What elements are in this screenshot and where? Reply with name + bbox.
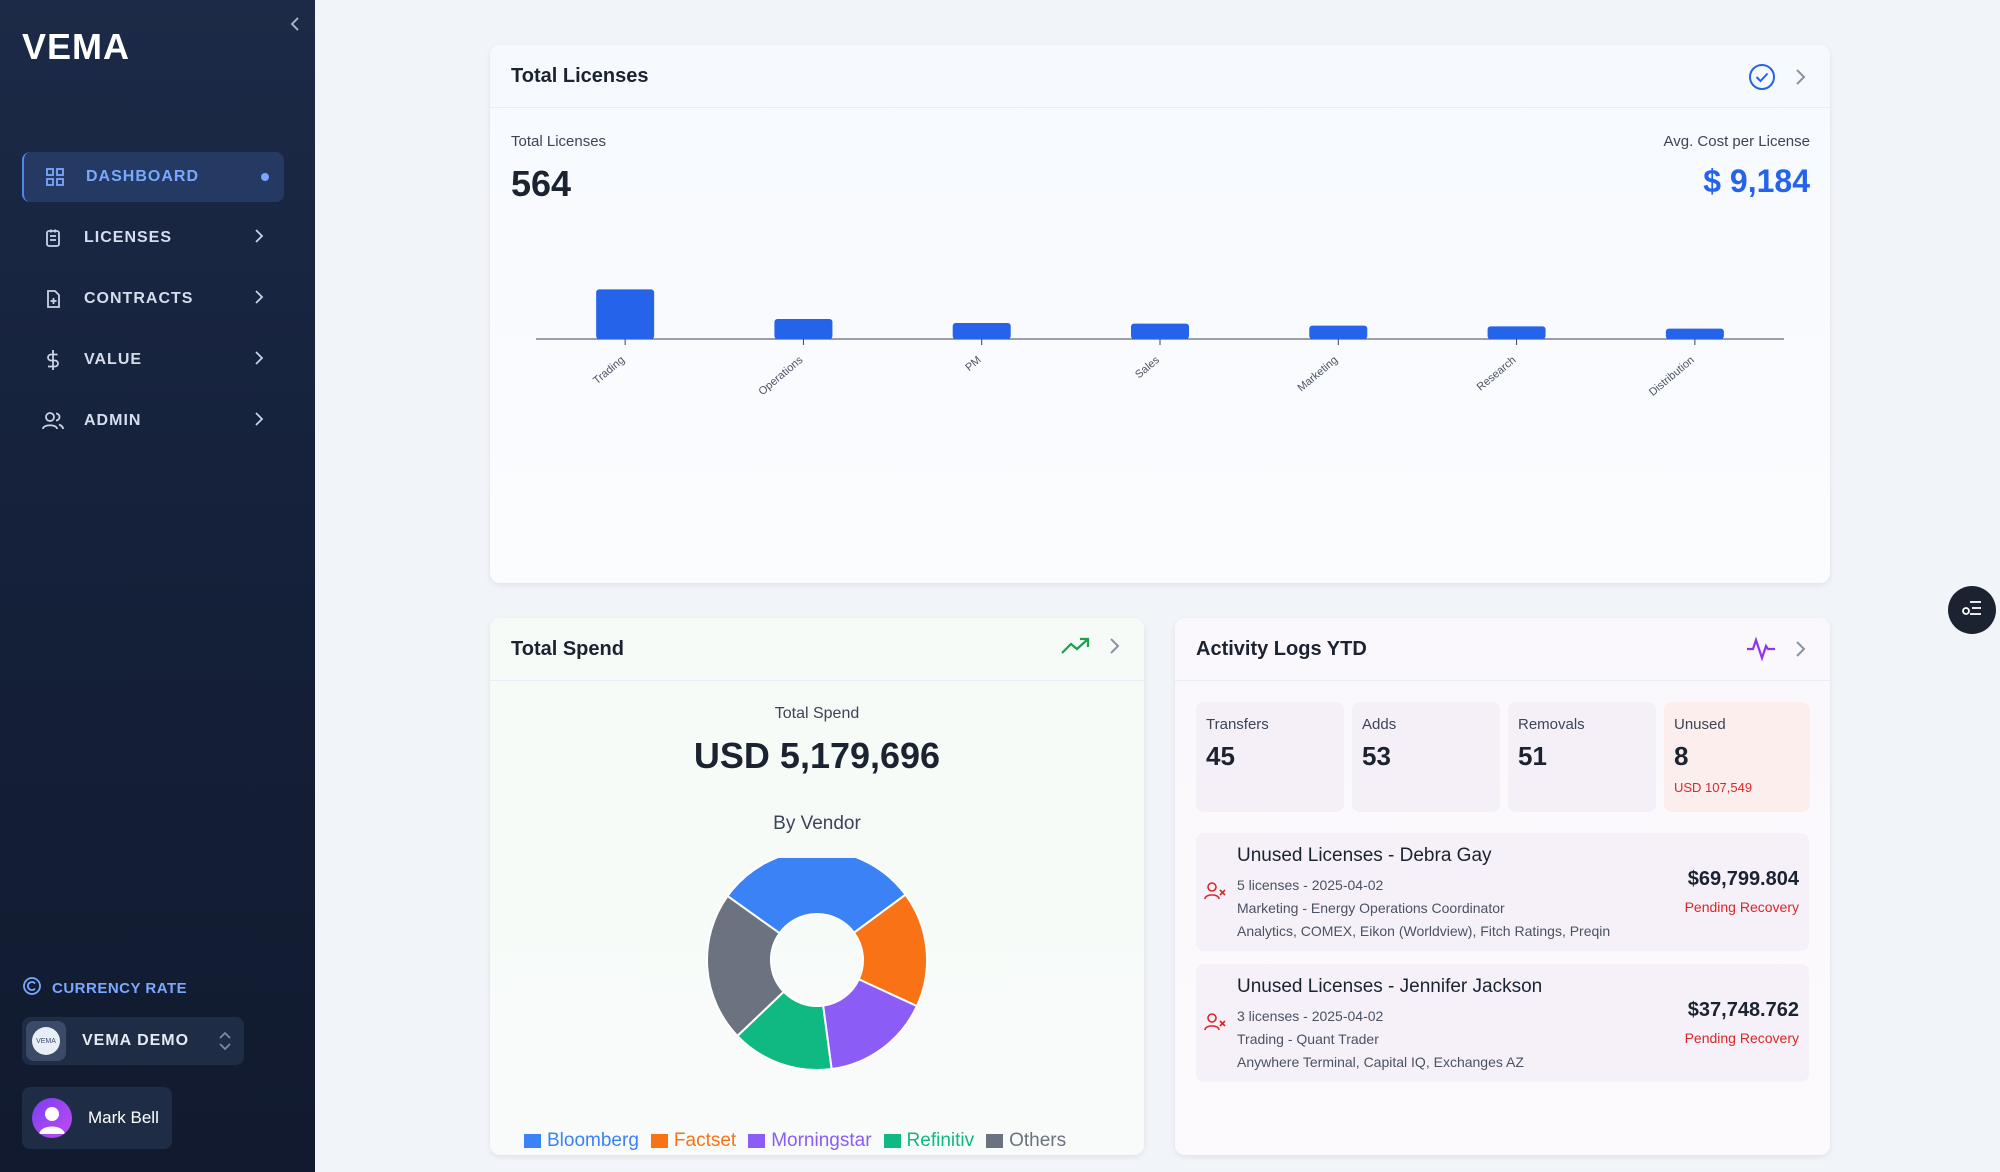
legend-item-bloomberg[interactable]: Bloomberg (524, 1130, 639, 1152)
bar-operations[interactable] (774, 319, 833, 339)
bar-distribution[interactable] (1665, 328, 1724, 339)
users-icon (42, 410, 64, 432)
active-indicator (261, 173, 269, 181)
stat-unused[interactable]: Unused 8 USD 107,549 (1664, 702, 1810, 812)
sidebar: VEMA DASHBOARD LICENSES CONTRACTS (0, 0, 315, 1172)
activity-stats: Transfers 45 Adds 53 Removals 51 Unused … (1196, 702, 1810, 812)
legend-item-morningstar[interactable]: Morningstar (748, 1130, 872, 1152)
sidebar-item-label: ADMIN (84, 412, 142, 429)
currency-rate-link[interactable]: CURRENCY RATE (22, 976, 187, 1000)
slice-factset[interactable] (852, 893, 928, 1008)
x-tick-label: PM (963, 354, 983, 374)
total-licenses-card: Total Licenses Total Licenses 564 Avg. C… (490, 45, 1830, 583)
chevron-right-icon[interactable] (1794, 640, 1806, 663)
total-spend-value: USD 5,179,696 (693, 735, 941, 776)
user-name: Mark Bell (88, 1108, 159, 1127)
copyright-icon (22, 976, 42, 1000)
chevron-up-down-icon (218, 1029, 232, 1058)
card-header: Total Spend (490, 618, 1144, 681)
bar-marketing[interactable] (1309, 325, 1368, 339)
vendor-donut-chart (706, 858, 928, 1071)
currency-rate-label: CURRENCY RATE (52, 979, 188, 997)
user-x-icon (1204, 1012, 1226, 1037)
x-tick-label: Trading (591, 354, 627, 387)
x-tick-label: Distribution (1647, 354, 1697, 399)
chevron-right-icon (254, 289, 264, 310)
chevron-right-icon (254, 228, 264, 249)
sidebar-item-admin[interactable]: ADMIN (22, 396, 284, 446)
activity-pulse-icon (1746, 636, 1776, 667)
bar-sales[interactable] (1131, 323, 1189, 339)
file-plus-icon (42, 288, 64, 310)
total-spend-label: Total Spend (774, 705, 860, 722)
sidebar-item-label: CONTRACTS (84, 290, 194, 307)
user-profile[interactable]: Mark Bell (22, 1087, 172, 1149)
vendor-legend: Bloomberg Factset Morningstar Refinitiv … (524, 1130, 1066, 1152)
grid-icon (44, 166, 66, 188)
total-licenses-value: 564 (511, 163, 572, 204)
bar-research[interactable] (1487, 326, 1546, 339)
trending-up-icon (1060, 636, 1090, 661)
card-header: Activity Logs YTD (1175, 618, 1830, 681)
x-tick-label: Sales (1133, 354, 1162, 381)
chevron-right-icon (254, 411, 264, 432)
activity-logs-card: Activity Logs YTD Transfers 45 Adds 53 R… (1175, 618, 1830, 1155)
avg-cost-label: Avg. Cost per License (1663, 133, 1810, 150)
slice-others[interactable] (706, 894, 786, 1038)
x-tick-label: Marketing (1296, 354, 1341, 394)
collapse-sidebar-icon[interactable] (288, 14, 302, 40)
licenses-bar-chart: Trading Operations PM Sales Marketing Researc… (536, 289, 1784, 399)
bar-trading[interactable] (596, 289, 655, 339)
sidebar-item-label: LICENSES (84, 229, 173, 246)
stat-transfers[interactable]: Transfers 45 (1196, 702, 1344, 812)
chevron-right-icon (254, 350, 264, 371)
avatar (32, 1098, 72, 1138)
legend-item-factset[interactable]: Factset (650, 1130, 736, 1152)
x-tick-label: Operations (756, 354, 805, 398)
dollar-icon (42, 349, 64, 371)
list-item[interactable]: Unused Licenses - Jennifer Jackson 3 lic… (1196, 964, 1809, 1082)
org-switcher[interactable]: VEMA VEMA DEMO (22, 1017, 244, 1065)
chevron-right-icon[interactable] (1794, 68, 1806, 91)
org-logo: VEMA (26, 1021, 66, 1061)
sidebar-item-value[interactable]: VALUE (22, 335, 284, 385)
filter-list-icon (1960, 598, 1984, 623)
sidebar-nav: DASHBOARD LICENSES CONTRACTS VALUE (22, 152, 284, 457)
x-tick-label: Research (1475, 354, 1519, 393)
sidebar-item-contracts[interactable]: CONTRACTS (22, 274, 284, 324)
bar-pm[interactable] (952, 323, 1011, 339)
card-title: Total Licenses (511, 64, 649, 87)
sidebar-item-dashboard[interactable]: DASHBOARD (22, 152, 284, 202)
legend-item-refinitiv[interactable]: Refinitiv (883, 1130, 974, 1152)
clipboard-icon (42, 227, 64, 249)
by-vendor-label: By Vendor (773, 813, 861, 834)
stat-removals[interactable]: Removals 51 (1508, 702, 1656, 812)
user-x-icon (1204, 881, 1226, 906)
total-licenses-label: Total Licenses (511, 133, 607, 150)
legend-item-others[interactable]: Others (986, 1130, 1066, 1152)
sidebar-item-label: DASHBOARD (86, 168, 199, 185)
total-spend-card: Total Spend Total Spend USD 5,179,696 By… (490, 618, 1144, 1155)
sidebar-item-label: VALUE (84, 351, 143, 368)
stat-adds[interactable]: Adds 53 (1352, 702, 1500, 812)
slice-bloomberg[interactable] (726, 858, 907, 935)
list-item[interactable]: Unused Licenses - Debra Gay 5 licenses -… (1196, 833, 1809, 951)
avg-cost-value: $ 9,184 (1703, 163, 1810, 199)
activity-log-list: Unused Licenses - Debra Gay 5 licenses -… (1196, 833, 1809, 1095)
org-name: VEMA DEMO (82, 1032, 190, 1049)
chevron-right-icon[interactable] (1108, 637, 1120, 660)
card-title: Total Spend (511, 637, 624, 660)
sidebar-item-licenses[interactable]: LICENSES (22, 213, 284, 263)
card-title: Activity Logs YTD (1196, 637, 1367, 660)
card-header: Total Licenses (490, 45, 1830, 108)
check-circle-icon (1748, 63, 1776, 96)
filter-menu-button[interactable] (1948, 586, 1996, 634)
app-logo[interactable]: VEMA (22, 26, 131, 67)
